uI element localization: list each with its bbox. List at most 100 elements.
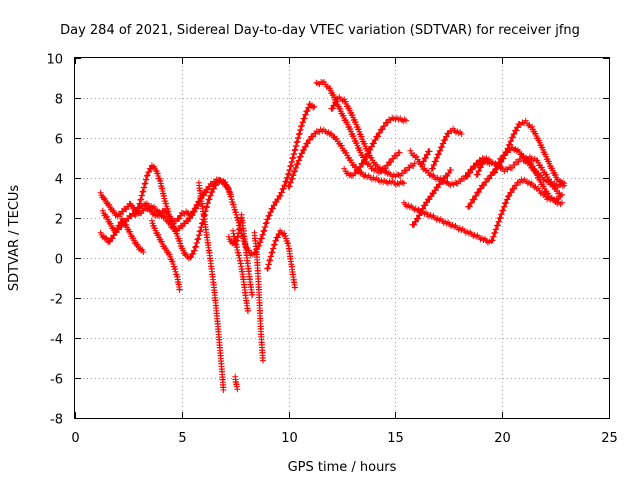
data-point bbox=[548, 178, 555, 185]
data-point bbox=[267, 209, 274, 216]
data-point bbox=[493, 166, 500, 172]
data-point bbox=[316, 129, 323, 135]
data-point bbox=[552, 171, 559, 178]
data-point bbox=[371, 140, 378, 147]
data-point bbox=[484, 239, 491, 246]
data-point bbox=[498, 211, 505, 218]
data-point bbox=[343, 119, 350, 126]
data-point bbox=[189, 212, 196, 219]
data-point bbox=[285, 240, 292, 247]
data-point bbox=[390, 155, 397, 162]
data-point bbox=[489, 237, 496, 244]
data-point bbox=[272, 237, 279, 244]
data-point bbox=[111, 232, 118, 239]
data-point bbox=[289, 175, 296, 182]
data-point bbox=[480, 236, 487, 243]
data-point bbox=[447, 167, 454, 173]
data-point bbox=[166, 251, 173, 258]
data-point bbox=[367, 146, 374, 153]
data-point bbox=[423, 154, 430, 161]
data-point bbox=[457, 178, 464, 185]
data-point bbox=[491, 169, 498, 176]
data-point bbox=[146, 168, 153, 175]
data-point bbox=[436, 217, 443, 224]
data-point bbox=[134, 207, 141, 214]
data-point bbox=[168, 215, 175, 222]
data-point bbox=[545, 158, 552, 165]
data-point bbox=[549, 165, 556, 172]
x-axis-label: GPS time / hours bbox=[288, 460, 397, 475]
data-point bbox=[458, 131, 465, 137]
data-point bbox=[500, 207, 507, 214]
data-point bbox=[340, 112, 347, 119]
series-arc-25 bbox=[473, 157, 493, 178]
data-point bbox=[421, 210, 428, 217]
data-point bbox=[442, 136, 449, 143]
y-tick-label: -4 bbox=[50, 333, 63, 348]
data-point bbox=[306, 136, 313, 143]
data-point bbox=[432, 158, 439, 165]
series-arc-14 bbox=[328, 94, 418, 180]
data-point bbox=[190, 208, 197, 215]
data-point bbox=[376, 129, 383, 136]
data-point bbox=[280, 185, 287, 192]
data-point bbox=[310, 104, 317, 111]
data-point bbox=[365, 150, 372, 157]
data-point bbox=[471, 196, 478, 203]
data-point bbox=[302, 143, 309, 150]
data-point bbox=[271, 202, 278, 209]
data-point bbox=[349, 112, 356, 118]
data-point bbox=[403, 117, 410, 124]
data-point bbox=[176, 237, 183, 244]
data-point bbox=[301, 115, 308, 122]
x-tick-labels: 0 5 10 15 20 25 bbox=[71, 431, 617, 446]
series-arc-8 bbox=[225, 211, 256, 299]
data-point bbox=[401, 116, 408, 123]
data-point bbox=[298, 122, 305, 129]
data-point bbox=[495, 218, 502, 225]
data-point bbox=[474, 171, 481, 178]
plot-frame bbox=[74, 57, 610, 419]
data-point bbox=[190, 250, 197, 257]
data-point bbox=[277, 192, 284, 199]
data-point bbox=[413, 153, 420, 160]
y-tick-label: 2 bbox=[55, 213, 63, 228]
series-arc-10 bbox=[232, 373, 241, 393]
data-point bbox=[326, 131, 333, 138]
data-point bbox=[494, 222, 501, 229]
data-point bbox=[155, 231, 162, 238]
data-point bbox=[483, 178, 490, 185]
data-point bbox=[511, 162, 518, 168]
data-point bbox=[130, 235, 137, 242]
data-point bbox=[388, 158, 395, 165]
data-point bbox=[292, 284, 299, 291]
data-point bbox=[490, 233, 497, 240]
data-point bbox=[126, 228, 133, 235]
data-point bbox=[361, 156, 368, 163]
data-point bbox=[207, 192, 214, 199]
data-point bbox=[109, 235, 116, 242]
data-point bbox=[292, 168, 299, 175]
data-point bbox=[429, 173, 436, 180]
data-point bbox=[503, 199, 510, 206]
y-tick-label: 8 bbox=[55, 93, 63, 108]
data-point bbox=[513, 127, 520, 134]
data-point bbox=[384, 170, 391, 177]
data-point bbox=[419, 161, 426, 168]
data-point bbox=[286, 183, 293, 190]
x-tick-label: 20 bbox=[494, 431, 511, 446]
data-point bbox=[347, 156, 354, 163]
series-arc-18 bbox=[418, 148, 433, 168]
data-point bbox=[476, 167, 483, 174]
data-point bbox=[169, 258, 176, 265]
data-point bbox=[368, 143, 375, 150]
x-tick-label: 10 bbox=[281, 431, 298, 446]
data-point bbox=[158, 238, 165, 245]
data-point bbox=[173, 230, 180, 237]
data-point bbox=[338, 142, 345, 149]
data-point bbox=[378, 166, 385, 173]
series-arc-15 bbox=[341, 114, 410, 179]
data-point bbox=[464, 173, 471, 180]
data-point bbox=[513, 182, 520, 189]
data-point bbox=[466, 203, 473, 210]
